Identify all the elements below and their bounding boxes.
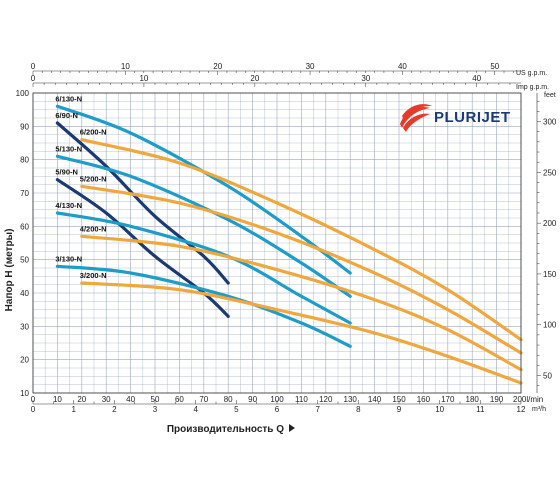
y-tick-label: 80 <box>20 156 29 165</box>
x-last-tick-label: 200l/min <box>513 395 543 404</box>
curve-label-5-200-n: 5/200-N <box>80 174 107 183</box>
m3h-tick-label: 0 <box>31 405 36 414</box>
x-tick-label: 190 <box>490 395 504 404</box>
x-tick-label: 90 <box>248 395 257 404</box>
x-tick-label: 100 <box>270 395 284 404</box>
curve-label-3-200-n: 3/200-N <box>80 271 107 280</box>
y-tick-label: 70 <box>20 189 29 198</box>
curve-label-5-90-n: 5/90-N <box>55 168 78 177</box>
curve-3-130-n <box>55 264 352 348</box>
y-tick-label: 30 <box>20 322 29 331</box>
feet-unit: feet <box>544 92 556 99</box>
curve-4-200-n <box>80 234 523 372</box>
feet-tick-label: 100 <box>543 321 557 330</box>
x-tick-label: 10 <box>53 395 62 404</box>
curve-5-90-n <box>55 178 230 318</box>
us-gpm-tick-label: 50 <box>490 62 499 71</box>
x-tick-label: 140 <box>368 395 382 404</box>
m3h-tick-label: 8 <box>356 405 361 414</box>
us-gpm-tick-label: 30 <box>306 62 315 71</box>
curve-label-6-90-n: 6/90-N <box>55 111 78 120</box>
y-tick-label: 90 <box>20 122 29 131</box>
us-gpm-unit: US g.p.m. <box>516 70 547 77</box>
curve-label-4-200-n: 4/200-N <box>80 224 107 233</box>
m3h-unit: m³/h <box>532 406 546 413</box>
y-tick-label: 10 <box>20 389 29 398</box>
curve-5-200-n <box>80 184 523 355</box>
x-tick-label: 80 <box>224 395 233 404</box>
m3h-tick-label: 1 <box>71 405 76 414</box>
m3h-tick-label: 3 <box>153 405 158 414</box>
m3h-tick-label: 11 <box>476 405 485 414</box>
imp-gpm-tick-label: 10 <box>139 74 148 83</box>
m3h-tick-label: 7 <box>315 405 320 414</box>
x-tick-label: 120 <box>319 395 333 404</box>
curve-6-90-n <box>55 121 230 285</box>
m3h-tick-label: 2 <box>112 405 117 414</box>
us-gpm-tick-label: 40 <box>398 62 407 71</box>
curve-label-4-130-n: 4/130-N <box>55 201 82 210</box>
curve-5-130-n <box>55 154 352 298</box>
grid <box>32 92 522 394</box>
x-tick-label: 130 <box>344 395 358 404</box>
imp-gpm-tick-label: 0 <box>31 74 36 83</box>
m3h-tick-label: 5 <box>234 405 239 414</box>
x-tick-label: 160 <box>417 395 431 404</box>
feet-tick-label: 50 <box>543 372 552 381</box>
labels: 6/130-N 6/200-N6/90-N 5/130-N 5/200-N5/90-N… <box>55 94 106 280</box>
x-tick-label: 0 <box>31 395 36 404</box>
x-tick-label: 50 <box>151 395 160 404</box>
arrow-right-icon <box>289 424 295 432</box>
plot-frame <box>32 92 522 394</box>
x-tick-label: 180 <box>466 395 480 404</box>
imp-gpm-tick-label: 30 <box>361 74 370 83</box>
m3h-tick-label: 6 <box>275 405 280 414</box>
x-tick-label: 30 <box>102 395 111 404</box>
curve-label-3-130-n: 3/130-N <box>55 254 82 263</box>
y-tick-label: 20 <box>20 356 29 365</box>
y-tick-label: 100 <box>16 89 30 98</box>
feet-tick-label: 200 <box>543 219 557 228</box>
y-tick-label: 50 <box>20 256 29 265</box>
feet-tick-label: 150 <box>543 270 557 279</box>
swoosh-icon <box>400 104 432 132</box>
curve-3-200-n <box>80 281 523 385</box>
curve-6-200-n <box>80 138 523 342</box>
x-tick-label: 150 <box>392 395 406 404</box>
imp-gpm-unit: Imp g.p.m. <box>516 84 549 91</box>
x-tick-label: 70 <box>199 395 208 404</box>
x-tick-label: 20 <box>77 395 86 404</box>
us-gpm-tick-label: 20 <box>213 62 222 71</box>
y-tick-label: 60 <box>20 222 29 231</box>
m3h-tick-label: 12 <box>517 405 526 414</box>
brand-name: PLURIJET <box>434 109 511 126</box>
imp-gpm-tick-label: 40 <box>472 74 481 83</box>
curve-6-130-n <box>55 104 352 275</box>
curves <box>55 104 523 385</box>
imp-gpm-tick-label: 20 <box>250 74 259 83</box>
feet-tick-label: 250 <box>543 168 557 177</box>
plurijet-logo: PLURIJET <box>400 104 511 132</box>
x-tick-label: 40 <box>126 395 135 404</box>
x-tick-label: 60 <box>175 395 184 404</box>
m3h-tick-label: 9 <box>397 405 402 414</box>
x-axis-title: Производительность Q <box>167 424 284 435</box>
curve-label-6-130-n: 6/130-N <box>55 94 82 103</box>
feet-tick-label: 300 <box>543 118 557 127</box>
y-tick-label: 40 <box>20 289 29 298</box>
curve-label-5-130-n: 5/130-N <box>55 144 82 153</box>
us-gpm-tick-label: 10 <box>121 62 130 71</box>
y-axis-title: Напор H (метры) <box>4 229 15 312</box>
curve-label-6-200-n: 6/200-N <box>80 128 107 137</box>
us-gpm-tick-label: 0 <box>31 62 36 71</box>
x-tick-label: 170 <box>441 395 455 404</box>
m3h-tick-label: 4 <box>193 405 198 414</box>
m3h-tick-label: 10 <box>435 405 444 414</box>
x-tick-label: 110 <box>295 395 308 404</box>
